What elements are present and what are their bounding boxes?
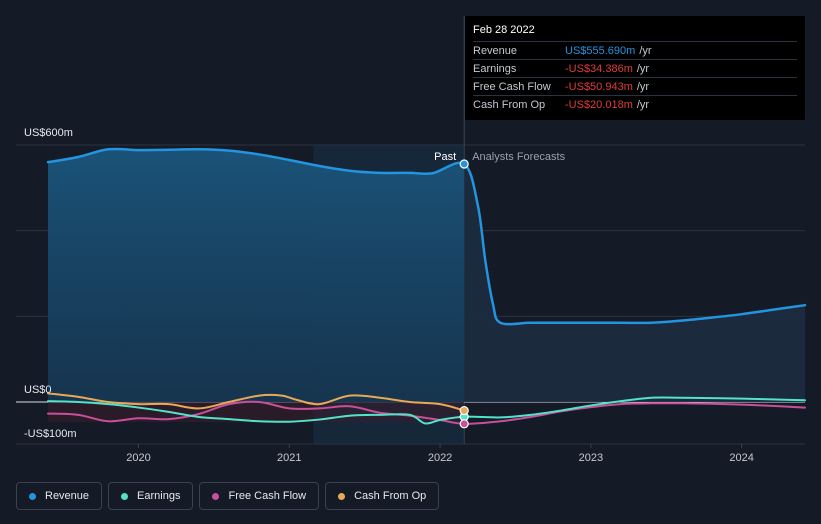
- y-axis-label: US$0: [24, 384, 52, 396]
- tooltip-row-revenue: Revenue US$555.690m /yr: [473, 41, 797, 59]
- series-line-earnings: [47, 396, 806, 425]
- legend-item-revenue[interactable]: Revenue: [16, 482, 103, 510]
- earnings-dot-icon: [121, 492, 129, 500]
- legend-label: Earnings: [137, 490, 181, 502]
- legend-label: Cash From Op: [354, 490, 427, 502]
- marker-cash-from-op: [459, 405, 469, 416]
- tooltip-row-earnings: Earnings -US$34.386m /yr: [473, 59, 797, 77]
- negative-band-past: [48, 402, 465, 422]
- past-label: Past: [434, 151, 456, 163]
- tooltip-value: US$555.690m: [565, 44, 636, 57]
- legend-label: Revenue: [45, 490, 90, 502]
- tooltip-unit: /yr: [639, 44, 652, 57]
- legend-item-cash-from-op[interactable]: Cash From Op: [325, 482, 440, 510]
- legend: Revenue Earnings Free Cash Flow Cash Fro…: [16, 482, 440, 512]
- tooltip-row-free-cash-flow: Free Cash Flow -US$50.943m /yr: [473, 77, 797, 95]
- tooltip-unit: /yr: [636, 80, 650, 93]
- y-axis-label: -US$100m: [24, 428, 77, 440]
- legend-item-free-cash-flow[interactable]: Free Cash Flow: [199, 482, 320, 510]
- tooltip-label: Revenue: [473, 44, 518, 57]
- x-tick-label: 2024: [729, 452, 753, 464]
- tooltip-label: Free Cash Flow: [473, 80, 551, 93]
- tooltip-date: Feb 28 2022: [473, 24, 535, 36]
- forecast-label: Analysts Forecasts: [472, 151, 565, 163]
- x-tick-label: 2023: [579, 452, 603, 464]
- revenue-area-past: [48, 148, 465, 402]
- x-tick-label: 2021: [277, 452, 301, 464]
- tooltip-unit: /yr: [636, 62, 650, 75]
- marker-free-cash-flow: [459, 419, 469, 429]
- x-tick-label: 2022: [428, 452, 452, 464]
- series-line-cash-from-op: [47, 392, 466, 412]
- free-cash-flow-dot-icon: [212, 492, 220, 500]
- tooltip: Feb 28 2022 Revenue US$555.690m /yr Earn…: [465, 16, 805, 120]
- tooltip-value: -US$20.018m: [565, 98, 633, 111]
- tooltip-label: Cash From Op: [473, 98, 546, 111]
- tooltip-value: -US$50.943m: [565, 80, 633, 93]
- tooltip-label: Earnings: [473, 62, 517, 75]
- x-tick-label: 2020: [126, 452, 150, 464]
- legend-item-earnings[interactable]: Earnings: [108, 482, 194, 510]
- marker-revenue: [459, 159, 469, 169]
- y-axis-label: US$600m: [24, 127, 73, 139]
- tooltip-value: -US$34.386m: [565, 62, 633, 75]
- legend-label: Free Cash Flow: [228, 490, 307, 502]
- tooltip-row-cash-from-op: Cash From Op -US$20.018m /yr: [473, 95, 797, 113]
- tooltip-unit: /yr: [636, 98, 650, 111]
- cash-from-op-dot-icon: [338, 492, 346, 500]
- revenue-dot-icon: [29, 492, 36, 500]
- series-line-free-cash-flow: [47, 400, 806, 425]
